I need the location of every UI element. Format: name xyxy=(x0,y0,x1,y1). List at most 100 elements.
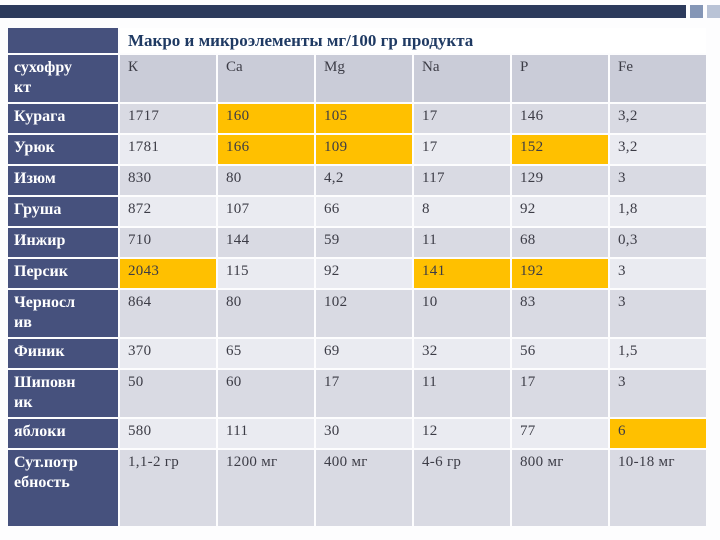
value-cell: 56 xyxy=(512,339,608,368)
value-cell: 580 xyxy=(120,419,216,448)
value-cell: 107 xyxy=(218,197,314,226)
value-cell: 68 xyxy=(512,228,608,257)
value-cell: 10-18 мг xyxy=(610,450,706,526)
row-label-text: яблоки xyxy=(14,423,66,440)
row-label-text: Урюк xyxy=(14,139,55,156)
value-cell: 4,2 xyxy=(316,166,412,195)
deco-square-2 xyxy=(707,5,720,18)
column-header: P xyxy=(512,55,608,102)
column-header: Na xyxy=(414,55,510,102)
value-cell: 65 xyxy=(218,339,314,368)
row-label-text: Персик xyxy=(14,263,68,280)
table-row: Курага 1717 160 105 17 146 3,2 xyxy=(8,104,706,133)
value-cell: 59 xyxy=(316,228,412,257)
row-label: Груша xyxy=(8,197,118,226)
value-cell: 105 xyxy=(316,104,412,133)
nutrients-table: Макро и микроэлементы мг/100 гр продукта… xyxy=(6,26,708,528)
value-cell: 370 xyxy=(120,339,216,368)
value-cell: 8 xyxy=(414,197,510,226)
value-cell: 17 xyxy=(414,135,510,164)
value-cell: 115 xyxy=(218,259,314,288)
value-cell: 166 xyxy=(218,135,314,164)
value-cell: 11 xyxy=(414,370,510,417)
table-row: Сут.потребность 1,1-2 гр 1200 мг 400 мг 4-6 … xyxy=(8,450,706,526)
value-cell: 60 xyxy=(218,370,314,417)
header-row: сухофрукт К Ca Mg Na P Fe xyxy=(8,55,706,102)
value-cell: 1781 xyxy=(120,135,216,164)
value-cell: 2043 xyxy=(120,259,216,288)
column-header: Ca xyxy=(218,55,314,102)
value-cell: 1717 xyxy=(120,104,216,133)
value-cell: 160 xyxy=(218,104,314,133)
value-cell: 146 xyxy=(512,104,608,133)
row-label: Чернослив xyxy=(8,290,118,337)
value-cell: 3,2 xyxy=(610,104,706,133)
value-cell: 117 xyxy=(414,166,510,195)
row-label: Инжир xyxy=(8,228,118,257)
row-label: Урюк xyxy=(8,135,118,164)
row-label: Финик xyxy=(8,339,118,368)
table-row: Изюм 830 80 4,2 117 129 3 xyxy=(8,166,706,195)
row-label-text: Сут.потребность xyxy=(14,454,78,491)
row-label-text: Инжир xyxy=(14,232,66,249)
value-cell: 710 xyxy=(120,228,216,257)
table-row: Финик 370 65 69 32 56 1,5 xyxy=(8,339,706,368)
value-cell: 92 xyxy=(316,259,412,288)
value-cell: 141 xyxy=(414,259,510,288)
table-title: Макро и микроэлементы мг/100 гр продукта xyxy=(120,28,706,53)
column-header: К xyxy=(120,55,216,102)
value-cell: 400 мг xyxy=(316,450,412,526)
top-bar-decoration xyxy=(0,5,686,18)
value-cell: 3,2 xyxy=(610,135,706,164)
row-header-corner-cell: сухофрукт xyxy=(8,55,118,102)
row-label-text: Курага xyxy=(14,108,66,125)
value-cell: 10 xyxy=(414,290,510,337)
value-cell: 1,5 xyxy=(610,339,706,368)
value-cell: 92 xyxy=(512,197,608,226)
value-cell: 50 xyxy=(120,370,216,417)
deco-square-1 xyxy=(690,5,703,18)
column-header: Fe xyxy=(610,55,706,102)
value-cell: 17 xyxy=(316,370,412,417)
row-label-text: Шиповник xyxy=(14,374,76,411)
value-cell: 0,3 xyxy=(610,228,706,257)
value-cell: 1,8 xyxy=(610,197,706,226)
value-cell: 111 xyxy=(218,419,314,448)
value-cell: 1,1-2 гр xyxy=(120,450,216,526)
table-row: Персик 2043 115 92 141 192 3 xyxy=(8,259,706,288)
value-cell: 12 xyxy=(414,419,510,448)
row-label-text: Груша xyxy=(14,201,62,218)
column-header: Mg xyxy=(316,55,412,102)
row-label: Курага xyxy=(8,104,118,133)
value-cell: 129 xyxy=(512,166,608,195)
row-label-text: Изюм xyxy=(14,170,56,187)
title-row: Макро и микроэлементы мг/100 гр продукта xyxy=(8,28,706,53)
slide-top-decoration xyxy=(0,5,720,18)
table-body: Курага 1717 160 105 17 146 3,2 Урюк 1781 166 109 17… xyxy=(8,104,706,526)
row-label: Изюм xyxy=(8,166,118,195)
table-row: Чернослив 864 80 102 10 83 3 xyxy=(8,290,706,337)
value-cell: 830 xyxy=(120,166,216,195)
value-cell: 66 xyxy=(316,197,412,226)
value-cell: 3 xyxy=(610,290,706,337)
value-cell: 4-6 гр xyxy=(414,450,510,526)
row-label: яблоки xyxy=(8,419,118,448)
row-label: Сут.потребность xyxy=(8,450,118,526)
value-cell: 80 xyxy=(218,290,314,337)
value-cell: 17 xyxy=(414,104,510,133)
row-label: Персик xyxy=(8,259,118,288)
value-cell: 83 xyxy=(512,290,608,337)
row-header-label: сухофрукт xyxy=(14,59,73,96)
value-cell: 3 xyxy=(610,370,706,417)
value-cell: 17 xyxy=(512,370,608,417)
table-row: Груша 872 107 66 8 92 1,8 xyxy=(8,197,706,226)
value-cell: 1200 мг xyxy=(218,450,314,526)
value-cell: 144 xyxy=(218,228,314,257)
row-label: Шиповник xyxy=(8,370,118,417)
value-cell: 6 xyxy=(610,419,706,448)
value-cell: 800 мг xyxy=(512,450,608,526)
value-cell: 3 xyxy=(610,259,706,288)
value-cell: 3 xyxy=(610,166,706,195)
value-cell: 152 xyxy=(512,135,608,164)
